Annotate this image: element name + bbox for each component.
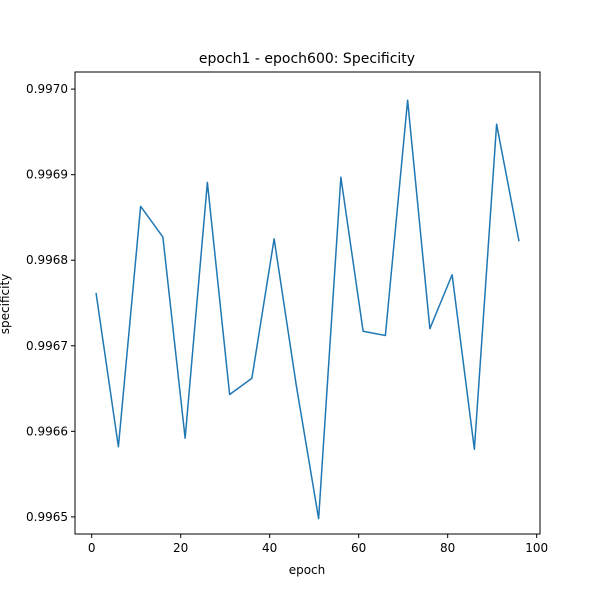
x-axis-label: epoch [289, 563, 326, 577]
y-axis-label: specificity [0, 274, 12, 334]
y-tick-label: 0.9965 [26, 510, 68, 524]
x-tick-label: 40 [262, 541, 277, 555]
y-axis-ticks: 0.9965 0.9966 0.9967 0.9968 0.9969 0.9970 [26, 82, 75, 524]
y-tick-label: 0.9970 [26, 82, 68, 96]
chart-title: epoch1 - epoch600: Specificity [199, 51, 415, 67]
x-tick-label: 0 [88, 541, 96, 555]
x-tick-label: 60 [351, 541, 366, 555]
y-tick-label: 0.9966 [26, 424, 68, 438]
x-axis-ticks: 0 20 40 60 80 100 [88, 534, 548, 555]
x-tick-label: 100 [525, 541, 548, 555]
y-tick-label: 0.9967 [26, 339, 68, 353]
x-tick-label: 80 [440, 541, 455, 555]
plot-frame [74, 71, 541, 535]
plot-area [95, 99, 520, 520]
y-tick-label: 0.9968 [26, 253, 68, 267]
y-tick-label: 0.9969 [26, 168, 68, 182]
series-line [95, 99, 520, 520]
x-tick-label: 20 [173, 541, 188, 555]
